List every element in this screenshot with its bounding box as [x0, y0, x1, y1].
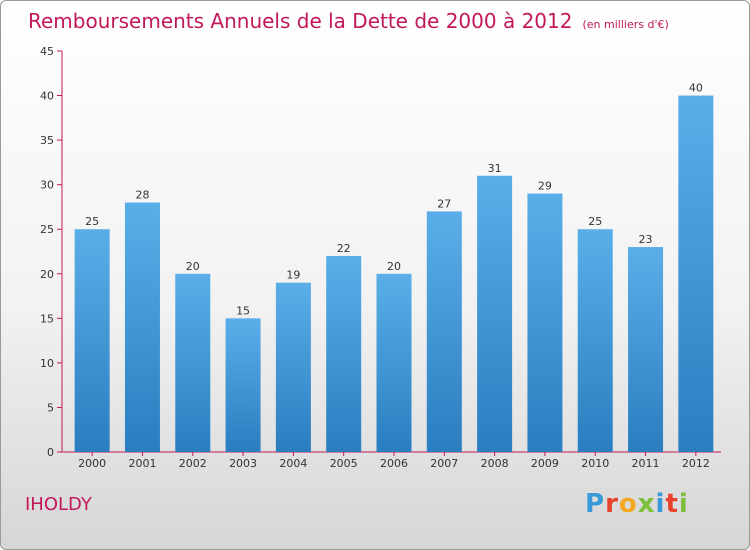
chart-unit: (en milliers d'€) — [582, 18, 669, 31]
bar-value-label: 20 — [387, 260, 401, 273]
bar-2008 — [477, 175, 513, 452]
y-tick-label: 45 — [40, 45, 54, 58]
logo-letter: i — [655, 489, 666, 519]
bar-value-label: 25 — [85, 215, 99, 228]
bar-value-label: 28 — [135, 188, 149, 201]
y-tick-label: 20 — [40, 268, 54, 281]
x-tick-label: 2004 — [279, 457, 307, 470]
bar-value-label: 20 — [186, 260, 200, 273]
y-tick-label: 0 — [47, 446, 54, 459]
x-tick-label: 2001 — [128, 457, 156, 470]
x-tick-label: 2010 — [581, 457, 609, 470]
bar-2000 — [74, 229, 110, 452]
x-tick-label: 2009 — [531, 457, 559, 470]
bar-2004 — [275, 282, 311, 452]
bar-value-label: 40 — [689, 82, 703, 95]
bar-value-label: 27 — [437, 197, 451, 210]
x-tick-label: 2003 — [229, 457, 257, 470]
bar-2011 — [628, 247, 664, 452]
bar-2012 — [678, 95, 714, 453]
x-tick-label: 2000 — [78, 457, 106, 470]
logo-letter: o — [618, 489, 638, 519]
chart-title-text: Remboursements Annuels de la Dette de 20… — [28, 9, 573, 33]
bar-value-label: 19 — [286, 269, 300, 282]
logo-letter: P — [585, 489, 606, 519]
y-tick-label: 25 — [40, 223, 54, 236]
y-axis: 0 5 10 15 20 25 30 35 40 45 — [40, 45, 63, 459]
bar-2010 — [577, 229, 613, 452]
bar-2009 — [527, 193, 563, 453]
bars: 25 28 20 15 19 22 20 27 31 29 25 23 40 — [74, 82, 714, 453]
x-tick-label: 2012 — [682, 457, 710, 470]
bar-value-label: 15 — [236, 304, 250, 317]
y-tick-label: 30 — [40, 179, 54, 192]
y-tick-label: 10 — [40, 357, 54, 370]
x-tick-label: 2006 — [380, 457, 408, 470]
bar-value-label: 31 — [488, 162, 502, 175]
bar-value-label: 25 — [588, 215, 602, 228]
bar-2006 — [376, 273, 412, 452]
commune-name: IHOLDY — [25, 494, 92, 515]
x-axis: 2000 2001 2002 2003 2004 2005 2006 2007 2008 2009… — [62, 451, 721, 470]
bar-value-label: 22 — [337, 242, 351, 255]
x-tick-label: 2008 — [481, 457, 509, 470]
chart-title: Remboursements Annuels de la Dette de 20… — [28, 9, 669, 33]
logo-letter: x — [637, 489, 656, 519]
bar-2002 — [175, 273, 211, 452]
y-tick-label: 5 — [47, 401, 54, 414]
proxiti-logo: Proxiti — [585, 489, 689, 519]
bar-value-label: 29 — [538, 180, 552, 193]
x-tick-label: 2007 — [430, 457, 458, 470]
bar-2003 — [225, 318, 261, 452]
y-tick-label: 35 — [40, 134, 54, 147]
bar-2007 — [426, 211, 462, 452]
bar-2001 — [124, 202, 160, 452]
y-tick-label: 40 — [40, 90, 54, 103]
logo-letter: i — [678, 489, 689, 519]
x-tick-label: 2002 — [179, 457, 207, 470]
x-tick-label: 2011 — [632, 457, 660, 470]
bar-value-label: 23 — [639, 233, 653, 246]
logo-letter: t — [665, 489, 679, 519]
logo-letter: r — [605, 489, 619, 519]
bar-2005 — [326, 255, 362, 452]
y-tick-label: 15 — [40, 312, 54, 325]
x-tick-label: 2005 — [330, 457, 358, 470]
